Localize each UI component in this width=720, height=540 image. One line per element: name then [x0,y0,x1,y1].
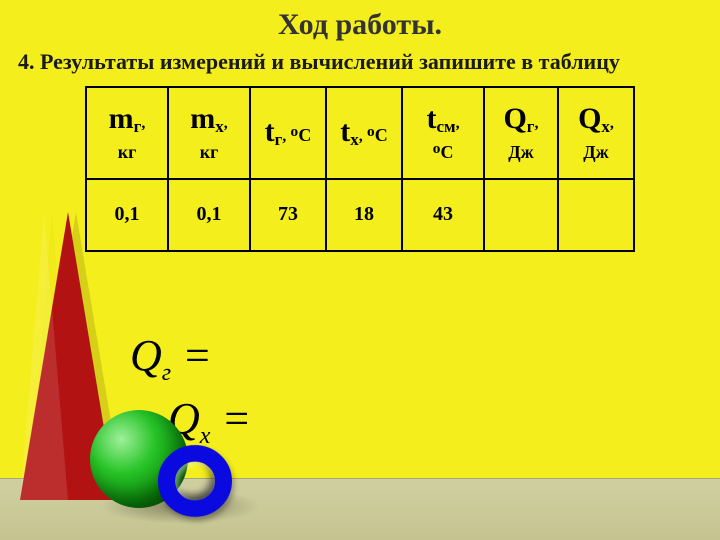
results-table: mг, кг mх, кг tг, ᴼС tх, ᴼС tсм, ᴼС Qг, … [85,86,635,252]
cell-q-hot [484,179,558,251]
formula-q-hot: Qг = [130,330,251,387]
cell-t-mix: 43 [402,179,484,251]
table-value-row: 0,1 0,1 73 18 43 [86,179,634,251]
cell-t-hot: 73 [250,179,326,251]
cell-t-cold: 18 [326,179,402,251]
cell-m-cold: 0,1 [168,179,250,251]
col-header-m-hot: mг, кг [86,87,168,179]
blue-torus-shape [158,445,232,517]
col-header-q-cold: Qх, Дж [558,87,634,179]
col-header-t-mix: tсм, ᴼС [402,87,484,179]
col-header-t-cold: tх, ᴼС [326,87,402,179]
page-title: Ход работы. [0,0,720,42]
table-header-row: mг, кг mх, кг tг, ᴼС tх, ᴼС tсм, ᴼС Qг, … [86,87,634,179]
instruction-text: 4. Результаты измерений и вычислений зап… [0,42,720,86]
cell-q-cold [558,179,634,251]
col-header-q-hot: Qг, Дж [484,87,558,179]
col-header-t-hot: tг, ᴼС [250,87,326,179]
col-header-m-cold: mх, кг [168,87,250,179]
